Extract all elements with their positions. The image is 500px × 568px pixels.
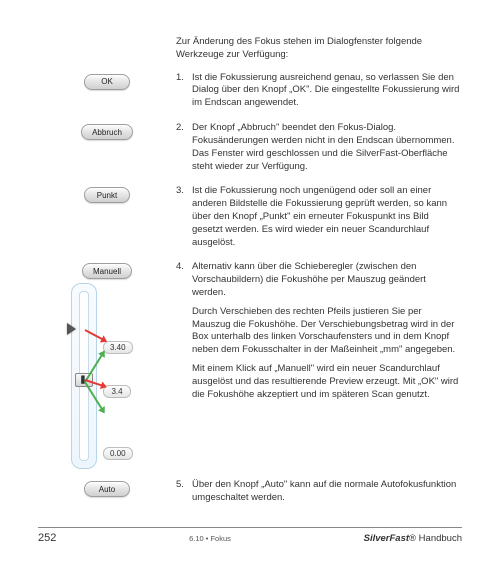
row-2: Abbruch 2. Der Knopf „Abbruch" beendet d… [38, 122, 462, 179]
page-number: 252 [38, 532, 56, 544]
list-text-3: Ist die Fokussierung noch ungenügend ode… [192, 185, 462, 255]
list-text-5: Über den Knopf „Auto" kann auf die norma… [192, 479, 462, 511]
ok-button[interactable]: OK [84, 74, 130, 90]
row-5: Auto 5. Über den Knopf „Auto" kann auf d… [38, 479, 462, 511]
footer-brand: SilverFast® Handbuch [364, 533, 462, 544]
list-number: 1. [176, 72, 192, 116]
list-number: 2. [176, 122, 192, 179]
row-3: Punkt 3. Ist die Fokussierung noch ungen… [38, 185, 462, 255]
punkt-button[interactable]: Punkt [84, 187, 130, 203]
list-text-1: Ist die Fokussierung ausreichend genau, … [192, 72, 462, 116]
page-footer: 252 6.10 • Fokus SilverFast® Handbuch [38, 527, 462, 544]
list-number: 3. [176, 185, 192, 255]
intro-text: Zur Änderung des Fokus stehen im Dialogf… [176, 36, 462, 62]
row-1: OK 1. Ist die Fokussierung ausreichend g… [38, 72, 462, 116]
manuell-button[interactable]: Manuell [82, 263, 132, 279]
list-text-4: Alternativ kann über die Schieberegler (… [192, 261, 462, 407]
focus-slider[interactable]: ▋ 3.40 3.4 0.00 [65, 283, 149, 469]
auto-button[interactable]: Auto [84, 481, 130, 497]
list-number: 5. [176, 479, 192, 511]
slider-value-bottom: 0.00 [103, 447, 133, 460]
slider-handle-top[interactable] [67, 323, 76, 335]
list-number: 4. [176, 261, 192, 407]
row-4: Manuell ▋ 3.40 3.4 0.00 4. [38, 261, 462, 469]
footer-section: 6.10 • Fokus [189, 534, 231, 543]
slider-value-mid: 3.4 [103, 385, 131, 398]
abbruch-button[interactable]: Abbruch [81, 124, 133, 140]
list-text-2: Der Knopf „Abbruch" beendet den Fokus-Di… [192, 122, 462, 179]
